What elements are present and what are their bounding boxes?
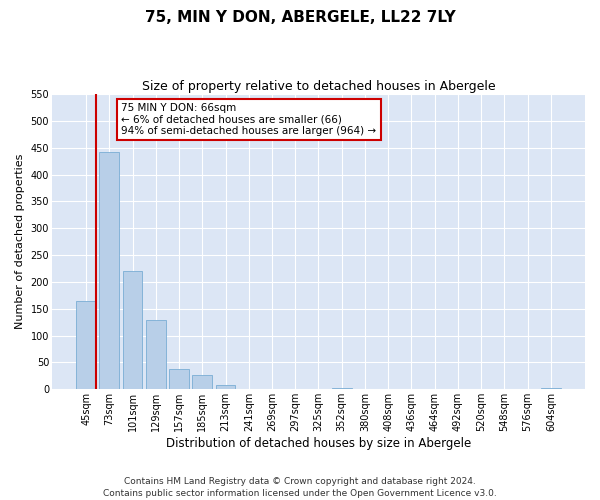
Bar: [122, 271, 142, 390]
Bar: [146, 320, 166, 390]
Bar: [169, 370, 189, 390]
Bar: [215, 385, 235, 390]
Text: 75, MIN Y DON, ABERGELE, LL22 7LY: 75, MIN Y DON, ABERGELE, LL22 7LY: [145, 10, 455, 25]
Bar: [76, 301, 96, 390]
X-axis label: Distribution of detached houses by size in Abergele: Distribution of detached houses by size …: [166, 437, 471, 450]
Bar: [100, 152, 119, 390]
Bar: [332, 388, 352, 390]
Title: Size of property relative to detached houses in Abergele: Size of property relative to detached ho…: [142, 80, 495, 93]
Y-axis label: Number of detached properties: Number of detached properties: [15, 154, 25, 330]
Bar: [541, 388, 561, 390]
Bar: [193, 376, 212, 390]
Text: Contains HM Land Registry data © Crown copyright and database right 2024.
Contai: Contains HM Land Registry data © Crown c…: [103, 476, 497, 498]
Text: 75 MIN Y DON: 66sqm
← 6% of detached houses are smaller (66)
94% of semi-detache: 75 MIN Y DON: 66sqm ← 6% of detached hou…: [121, 103, 376, 136]
